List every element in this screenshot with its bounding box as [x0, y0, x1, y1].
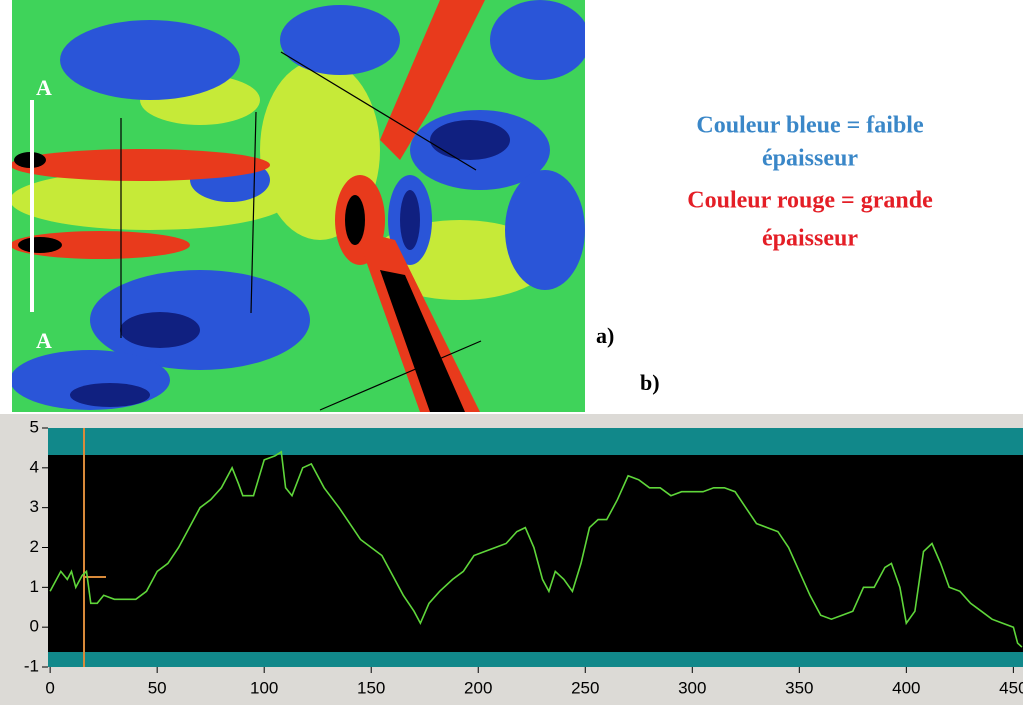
- map-label: A: [36, 75, 52, 100]
- y-tick-label: 4: [30, 457, 39, 476]
- map-label: A: [36, 328, 52, 353]
- x-tick-label: 300: [678, 678, 706, 697]
- y-tick-label: 5: [30, 417, 39, 436]
- plot-area: [48, 428, 1023, 667]
- y-tick-label: 1: [30, 577, 39, 596]
- x-tick-label: 400: [892, 678, 920, 697]
- panel-label: a): [596, 323, 614, 348]
- x-tick-label: 450: [999, 678, 1023, 697]
- x-tick-label: 50: [148, 678, 167, 697]
- legend-text: épaisseur: [762, 226, 858, 252]
- x-tick-label: 350: [785, 678, 813, 697]
- y-tick-label: 3: [30, 497, 39, 516]
- x-tick-label: 150: [357, 678, 385, 697]
- panel-label: b): [640, 370, 660, 395]
- x-tick-label: 200: [464, 678, 492, 697]
- legend-text: Couleur bleue = faible: [696, 113, 924, 139]
- y-tick-label: -1: [24, 656, 39, 675]
- legend-text: Couleur rouge = grande: [687, 188, 933, 214]
- upper-band: [48, 428, 1023, 455]
- y-tick-label: 2: [30, 537, 39, 556]
- y-tick-label: 0: [30, 617, 39, 636]
- legend-text: épaisseur: [762, 146, 858, 172]
- thickness-map: [12, 0, 585, 412]
- profile-line: [49, 450, 1023, 648]
- x-tick-label: 250: [571, 678, 599, 697]
- x-tick-label: 100: [250, 678, 278, 697]
- lower-band: [48, 652, 1023, 667]
- x-tick-label: 0: [45, 678, 54, 697]
